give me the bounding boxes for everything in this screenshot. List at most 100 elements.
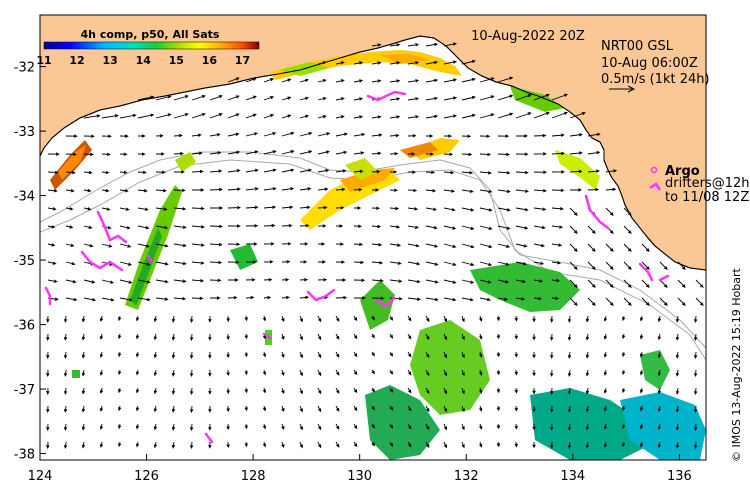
current-arrow: [83, 207, 92, 211]
current-arrow: [389, 441, 394, 447]
current-arrow: [407, 152, 416, 156]
current-arrow: [605, 207, 614, 216]
current-arrow: [117, 315, 122, 322]
current-arrow: [461, 261, 475, 267]
current-arrow: [407, 79, 420, 83]
current-arrow: [461, 207, 475, 212]
current-arrow: [226, 423, 230, 431]
current-arrow: [497, 76, 514, 83]
current-arrow: [675, 351, 680, 359]
current-arrow: [189, 441, 194, 450]
current-arrow: [171, 351, 176, 359]
current-arrow: [83, 152, 94, 157]
current-arrow: [425, 243, 439, 248]
current-arrow: [226, 315, 230, 323]
current-arrow: [461, 189, 474, 193]
y-tick-label: -35: [14, 254, 35, 269]
current-arrow: [191, 279, 205, 283]
current-arrow: [479, 152, 492, 157]
colorbar-tick-label: 12: [69, 54, 84, 67]
current-arrow: [63, 351, 68, 359]
current-arrow: [262, 387, 267, 394]
current-arrow: [569, 169, 583, 174]
current-arrow: [693, 441, 698, 450]
current-arrow: [135, 387, 140, 394]
current-arrow: [81, 405, 86, 413]
current-arrow: [407, 225, 420, 230]
current-arrow: [335, 206, 345, 210]
current-arrow: [567, 423, 572, 431]
current-arrow: [515, 207, 529, 212]
current-arrow: [695, 297, 704, 306]
current-arrow: [281, 150, 295, 155]
current-arrow: [389, 188, 399, 192]
current-arrow: [173, 207, 187, 211]
current-arrow: [533, 296, 543, 301]
current-arrow: [137, 279, 151, 284]
current-arrow: [171, 333, 176, 341]
current-arrow: [281, 114, 292, 119]
current-arrow: [515, 279, 527, 284]
current-arrow: [371, 315, 375, 321]
current-arrow: [173, 188, 186, 193]
current-arrow: [99, 315, 104, 323]
current-arrow: [461, 243, 475, 249]
current-arrow: [227, 260, 240, 264]
legend-model: NRT00 GSL: [601, 39, 674, 54]
current-arrow: [46, 387, 50, 395]
current-arrow: [551, 296, 560, 301]
current-arrow: [389, 279, 403, 283]
current-arrow: [65, 152, 77, 157]
current-arrow: [135, 333, 140, 340]
current-arrow: [227, 242, 241, 246]
current-arrow: [65, 170, 76, 175]
current-arrow: [407, 423, 412, 430]
current-arrow: [335, 115, 345, 119]
current-arrow: [567, 333, 572, 341]
current-arrow: [245, 95, 257, 101]
current-arrow: [639, 315, 644, 322]
current-arrow: [569, 188, 583, 192]
current-arrow: [533, 207, 547, 211]
current-arrow: [657, 333, 662, 341]
current-arrow: [623, 243, 632, 252]
current-arrow: [389, 43, 401, 47]
current-arrow: [550, 387, 554, 395]
current-arrow: [353, 405, 358, 412]
current-arrow: [83, 243, 94, 248]
current-arrow: [639, 369, 644, 376]
current-arrow: [497, 152, 510, 157]
current-arrow: [171, 315, 176, 323]
current-arrow: [407, 61, 420, 65]
current-arrow: [389, 261, 402, 265]
current-arrow: [353, 351, 358, 358]
current-arrow: [335, 79, 345, 83]
current-arrow: [244, 441, 248, 448]
current-arrow: [479, 351, 483, 358]
current-arrow: [389, 97, 401, 101]
colorbar-tick-label: 17: [235, 54, 250, 67]
current-arrow: [317, 369, 322, 377]
current-arrow: [173, 95, 189, 101]
current-arrow: [443, 423, 448, 431]
current-arrow: [119, 170, 128, 175]
current-arrow: [353, 132, 366, 137]
current-arrow: [262, 441, 267, 448]
current-arrow: [171, 405, 176, 413]
current-arrow: [281, 295, 290, 300]
current-arrow: [318, 242, 326, 246]
colorbar: 4h comp, p50, All Sats 11 12 13 14 15 16 17: [36, 28, 260, 67]
current-arrow: [65, 189, 75, 193]
current-arrow: [675, 315, 680, 323]
current-arrow: [173, 151, 184, 156]
current-arrow: [155, 113, 172, 119]
current-arrow: [209, 224, 223, 229]
current-arrow: [353, 79, 364, 83]
current-arrow: [605, 169, 618, 173]
current-arrow: [533, 189, 547, 193]
current-arrow: [153, 405, 158, 413]
current-arrow: [335, 187, 346, 192]
current-arrow: [65, 134, 78, 138]
current-arrow: [138, 134, 146, 138]
current-arrow: [515, 225, 529, 230]
